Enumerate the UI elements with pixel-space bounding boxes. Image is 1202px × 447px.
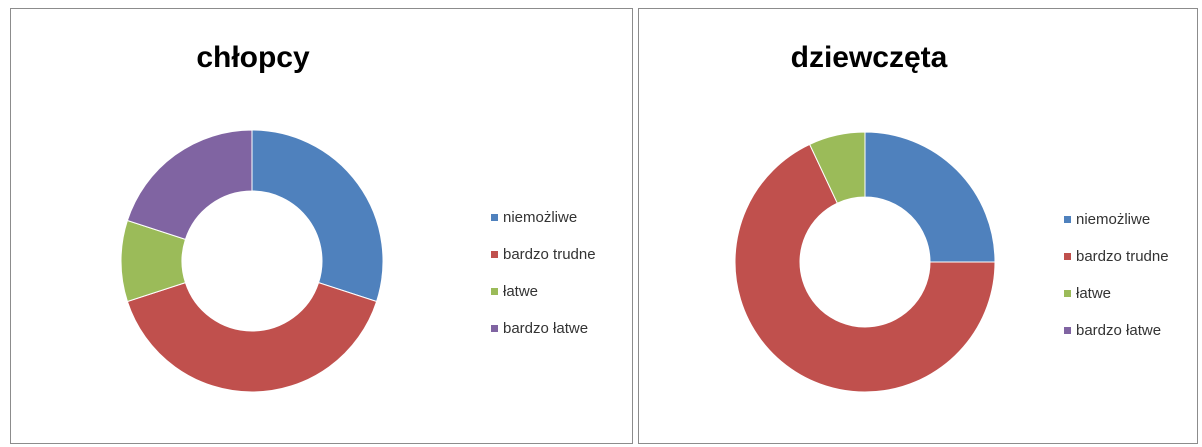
chart-legend: niemożliwe bardzo trudne łatwe bardzo łatwe xyxy=(1064,201,1169,349)
legend-swatch xyxy=(491,325,498,332)
legend-item: niemożliwe xyxy=(1064,201,1169,238)
legend-label: bardzo łatwe xyxy=(503,320,589,337)
legend-label: bardzo trudne xyxy=(1076,248,1169,265)
donut-chart xyxy=(734,131,996,393)
legend-swatch xyxy=(1064,327,1071,334)
legend-item: niemożliwe xyxy=(491,199,596,236)
donut-slice xyxy=(864,131,996,263)
chart-panel-chlopcy: chłopcy niemożliwe bardzo trudne łatwe bard… xyxy=(10,8,633,444)
legend-item: bardzo łatwe xyxy=(1064,312,1169,349)
legend-item: bardzo trudne xyxy=(491,236,596,273)
legend-swatch xyxy=(1064,216,1071,223)
donut-slice xyxy=(734,143,996,393)
legend-label: łatwe xyxy=(503,283,539,300)
legend-label: bardzo trudne xyxy=(503,246,596,263)
legend-swatch xyxy=(1064,290,1071,297)
legend-item: łatwe xyxy=(491,273,596,310)
chart-panel-dziewczeta: dziewczęta niemożliwe bardzo trudne łatwe b… xyxy=(638,8,1198,444)
legend-item: łatwe xyxy=(1064,275,1169,312)
legend-label: niemożliwe xyxy=(503,209,578,226)
donut-slice xyxy=(126,129,253,240)
legend-swatch xyxy=(1064,253,1071,260)
legend-label: łatwe xyxy=(1076,285,1112,302)
legend-swatch xyxy=(491,288,498,295)
legend-label: bardzo łatwe xyxy=(1076,322,1162,339)
legend-item: bardzo łatwe xyxy=(491,310,596,347)
chart-title: dziewczęta xyxy=(790,41,948,74)
donut-slice xyxy=(808,131,866,204)
chart-legend: niemożliwe bardzo trudne łatwe bardzo łatwe xyxy=(491,199,596,347)
donut-slice xyxy=(126,282,378,393)
legend-item: bardzo trudne xyxy=(1064,238,1169,275)
chart-title: chłopcy xyxy=(196,41,310,74)
legend-swatch xyxy=(491,251,498,258)
donut-chart xyxy=(120,129,384,393)
legend-label: niemożliwe xyxy=(1076,211,1151,228)
legend-swatch xyxy=(491,214,498,221)
donut-slice xyxy=(251,129,384,303)
